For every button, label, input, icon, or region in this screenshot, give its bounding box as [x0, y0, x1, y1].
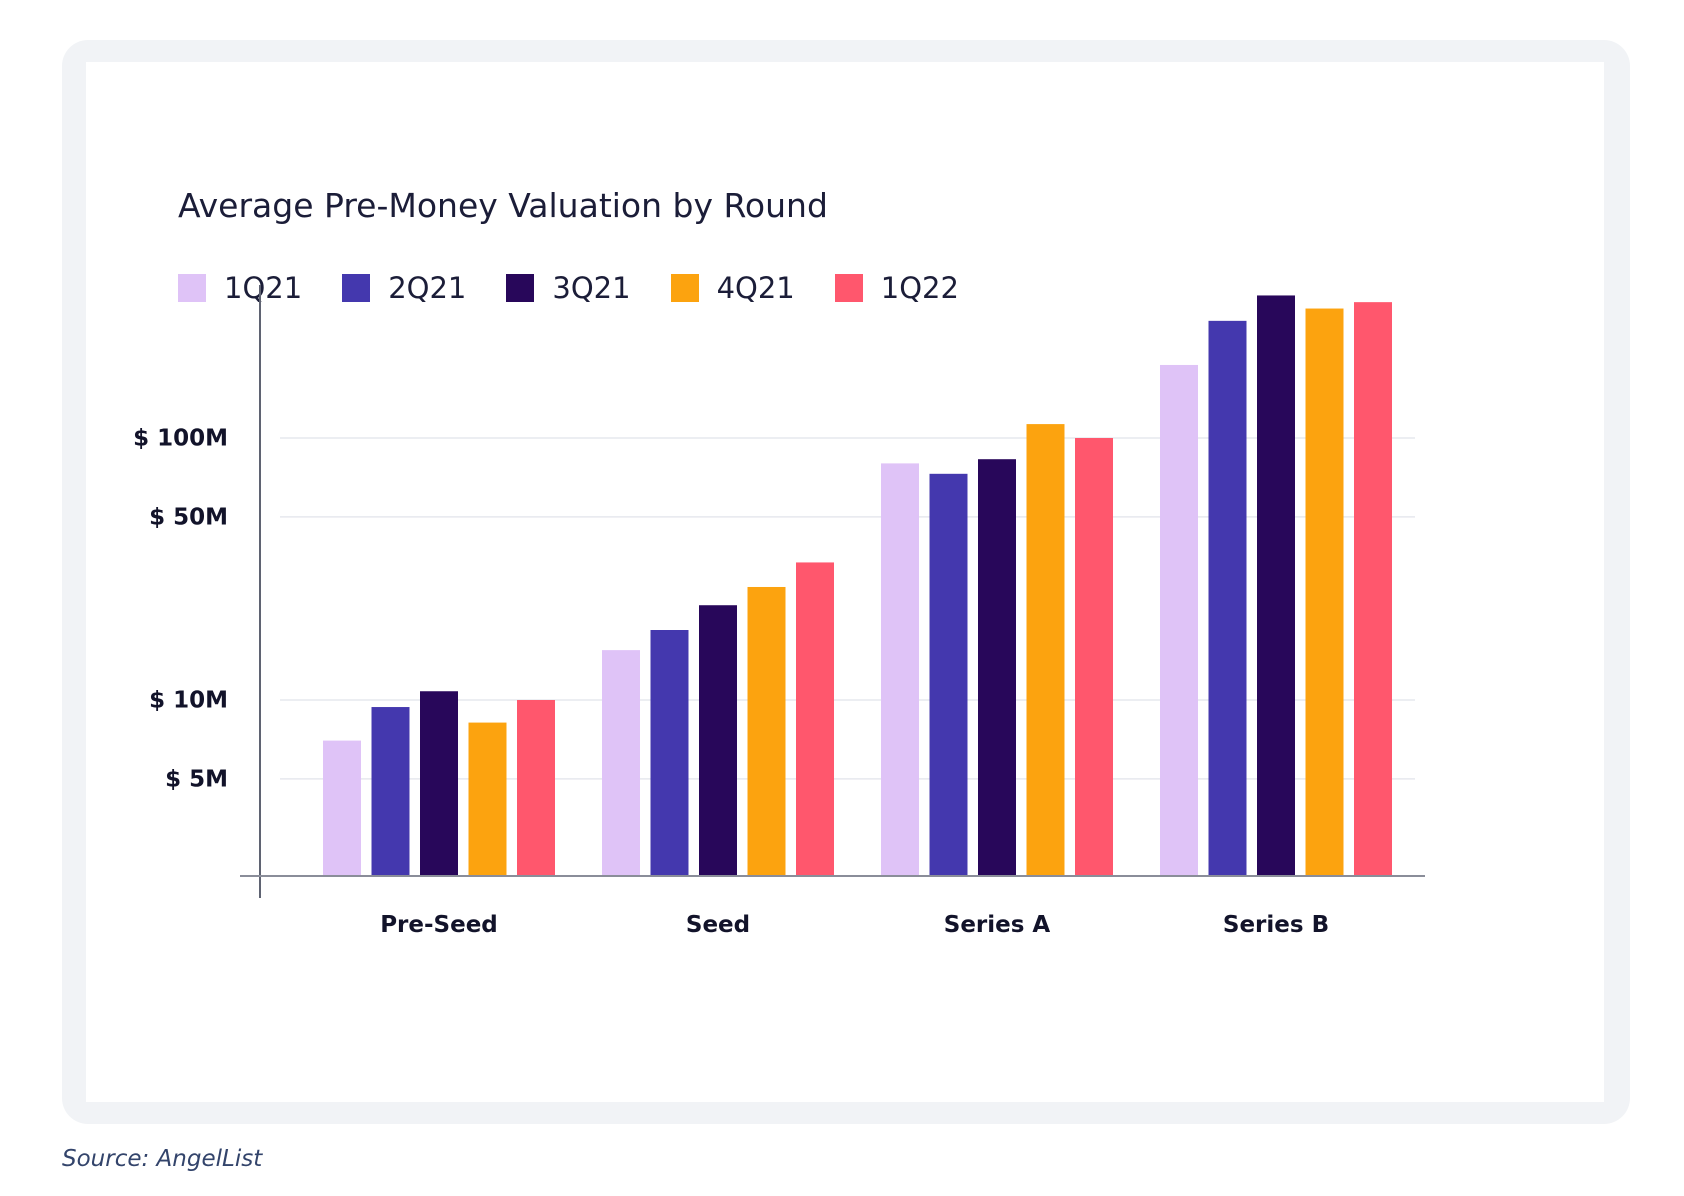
bar: [1026, 424, 1065, 876]
x-category-label: Pre-Seed: [380, 912, 498, 938]
bar: [650, 630, 689, 876]
bar: [323, 740, 361, 876]
legend-item: 2Q21: [342, 271, 466, 305]
bar: [929, 473, 968, 876]
bar: [1075, 438, 1113, 876]
legend-item: 3Q21: [506, 271, 631, 305]
legend-label: 1Q21: [224, 271, 303, 305]
bar: [796, 562, 834, 876]
legend: 1Q21 2Q21 3Q21 4Q21 1Q22: [178, 271, 999, 305]
source-caption: Source: AngelList: [62, 1146, 263, 1172]
bar: [420, 691, 458, 876]
legend-item: 1Q22: [834, 271, 959, 305]
bar: [517, 700, 555, 876]
bar: [747, 586, 786, 876]
legend-item: 4Q21: [670, 271, 795, 305]
legend-swatch: [506, 274, 535, 302]
chart-card: Average Pre-Money Valuation by Round 1Q2…: [86, 62, 1604, 1102]
bar: [881, 463, 919, 876]
bar: [978, 459, 1016, 876]
legend-swatch: [834, 274, 863, 302]
bar: [1354, 302, 1392, 876]
legend-label: 3Q21: [552, 271, 631, 305]
legend-swatch: [670, 274, 699, 302]
y-tick-label: $ 50M: [149, 504, 228, 530]
bar: [1160, 364, 1198, 876]
legend-item: 1Q21: [178, 271, 302, 305]
y-tick-label: $ 10M: [149, 688, 228, 714]
bar: [1305, 308, 1344, 876]
bar: [1208, 320, 1247, 876]
y-tick-label: $ 100M: [133, 426, 228, 452]
bar: [371, 707, 410, 876]
x-category-label: Series B: [1223, 912, 1329, 938]
legend-label: 1Q22: [880, 271, 959, 305]
legend-swatch: [342, 274, 371, 302]
chart-title: Average Pre-Money Valuation by Round: [178, 186, 828, 225]
legend-label: 2Q21: [388, 271, 467, 305]
legend-label: 4Q21: [716, 271, 795, 305]
x-category-label: Seed: [686, 912, 750, 938]
x-category-label: Series A: [944, 912, 1051, 938]
bar: [1257, 295, 1295, 876]
bar: [699, 605, 737, 876]
bar: [602, 650, 640, 876]
legend-swatch: [178, 274, 206, 302]
bar: [468, 722, 507, 876]
y-tick-label: $ 5M: [165, 766, 228, 792]
